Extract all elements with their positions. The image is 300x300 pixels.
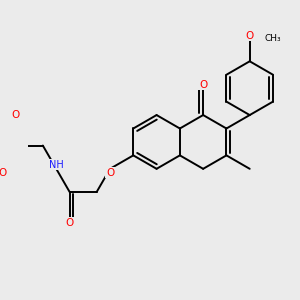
Text: O: O: [106, 168, 114, 178]
Text: NH: NH: [49, 160, 64, 170]
Text: O: O: [199, 80, 207, 90]
Text: O: O: [0, 168, 7, 178]
Text: O: O: [12, 110, 20, 120]
Text: O: O: [246, 31, 254, 41]
Text: CH₃: CH₃: [265, 34, 281, 43]
Text: O: O: [66, 218, 74, 228]
